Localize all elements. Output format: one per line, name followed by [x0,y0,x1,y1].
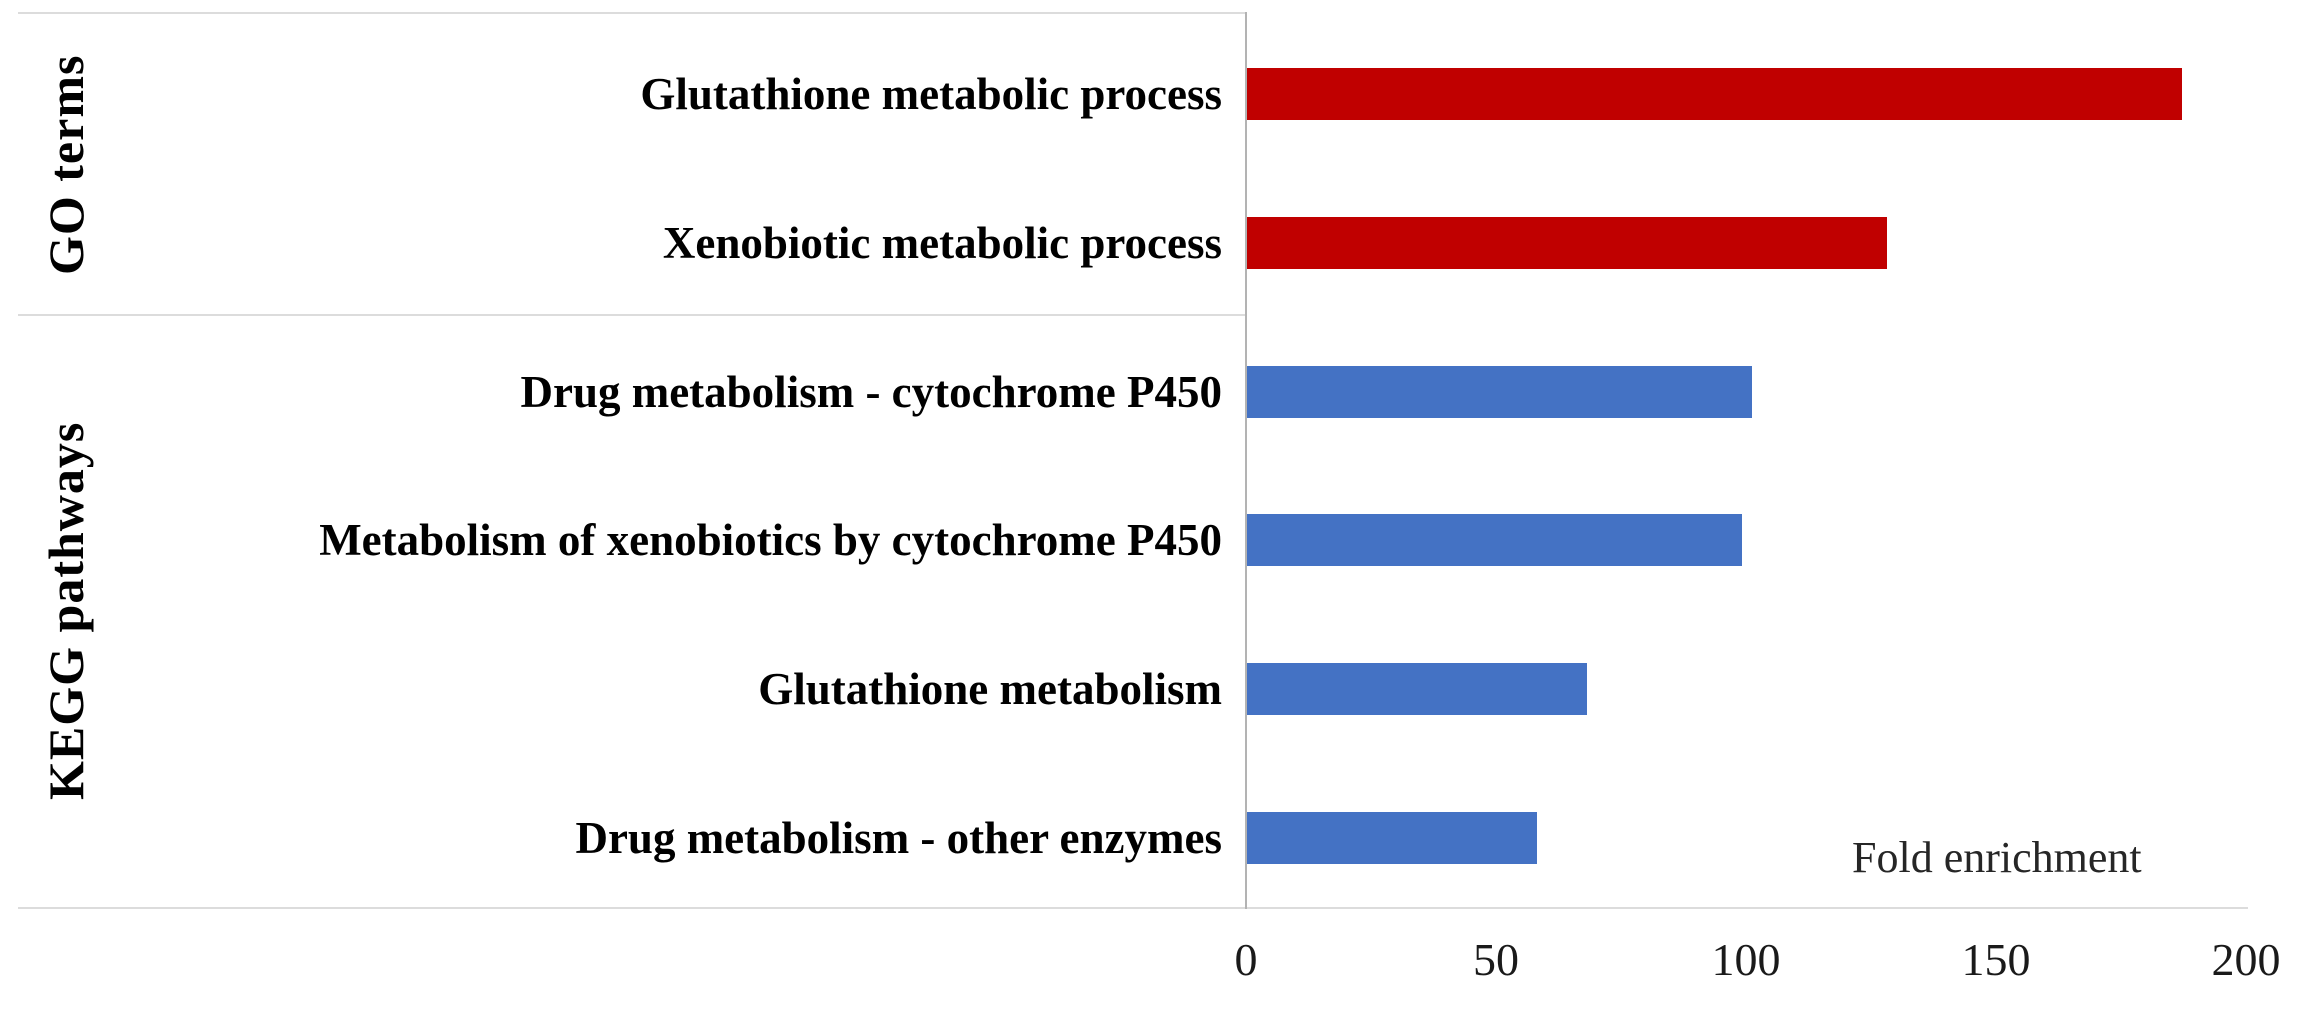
bar-metabolism-of-xenobiotics-by-cytochrome-p450 [1247,514,1742,567]
bar-xenobiotic-metabolic-process [1247,216,1887,269]
x-axis-title: Fold enrichment [1852,833,2142,882]
label-box-top-border [18,12,1246,14]
category-label-glutathione-metabolic-process: Glutathione metabolic process [640,69,1222,119]
x-tick-label-50: 50 [1473,934,1519,985]
category-label-drug-metabolism-other-enzymes: Drug metabolism - other enzymes [575,813,1222,863]
category-label-metabolism-of-xenobiotics-by-cytochrome-p450: Metabolism of xenobiotics by cytochrome … [319,515,1222,566]
category-label-xenobiotic-metabolic-process: Xenobiotic metabolic process [662,217,1222,268]
category-label-drug-metabolism-cytochrome-p450: Drug metabolism - cytochrome P450 [520,366,1222,417]
x-tick-label-0: 0 [1234,934,1258,985]
x-axis-line [18,907,2248,909]
bar-glutathione-metabolism [1247,663,1587,716]
x-tick-label-150: 150 [1961,934,2031,985]
x-tick-label-100: 100 [1711,934,1781,985]
x-tick-label-200: 200 [2211,934,2281,985]
bar-glutathione-metabolic-process [1247,68,2182,120]
go-kegg-separator-line [18,314,1246,316]
category-label-glutathione-metabolism: Glutathione metabolism [758,664,1222,715]
bar-drug-metabolism-cytochrome-p450 [1247,365,1752,418]
bar-drug-metabolism-other-enzymes [1247,812,1537,864]
y-axis-line [1245,12,1247,909]
